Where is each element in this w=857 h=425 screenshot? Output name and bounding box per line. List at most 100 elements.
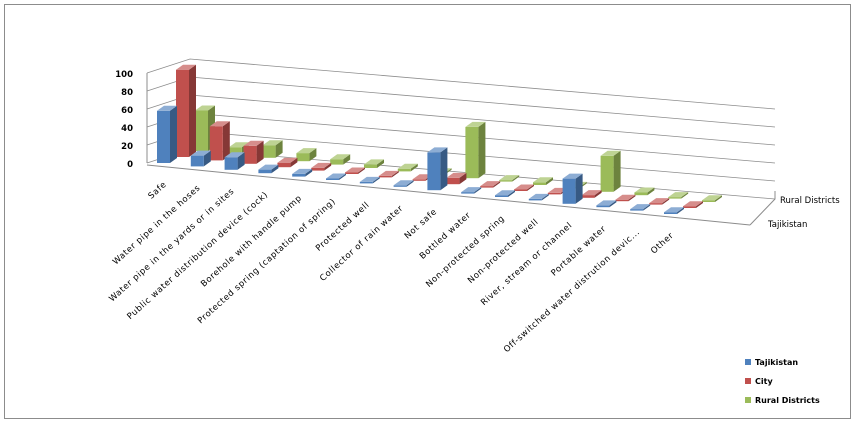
bar-side — [541, 193, 549, 201]
bar-top — [581, 190, 602, 196]
bar-side — [493, 181, 501, 188]
bar-top — [495, 190, 515, 196]
bar-tajikistan — [630, 204, 651, 211]
bar-top — [243, 140, 264, 146]
bar-tajikistan — [664, 207, 684, 214]
depth-label: Rural Districts — [780, 196, 840, 206]
bar-top — [634, 187, 655, 193]
bar-top — [562, 173, 583, 179]
bar-top — [465, 121, 486, 127]
bar-side — [324, 162, 332, 171]
bar-side — [203, 150, 211, 167]
bar-front — [224, 157, 238, 170]
bar-side — [237, 152, 245, 170]
bar-top — [480, 181, 501, 187]
bar-front — [393, 185, 407, 187]
bar-top — [345, 167, 365, 173]
bar-side — [696, 201, 703, 208]
bar-front — [311, 167, 325, 171]
bar-side — [406, 180, 414, 187]
bar-top — [224, 152, 245, 158]
bar-tajikistan — [224, 152, 245, 170]
category-label: Off-switched water distrution devic... — [502, 227, 642, 355]
bar-top — [649, 198, 670, 204]
bar-top — [615, 194, 636, 200]
bar-front — [345, 172, 358, 174]
bar-front — [330, 159, 344, 165]
bar-top — [157, 105, 177, 111]
bar-side — [681, 192, 689, 199]
bar-front — [562, 178, 576, 204]
bar-city — [615, 194, 636, 202]
bar-top — [533, 177, 553, 183]
bar-top — [427, 147, 448, 153]
bar-rural-districts — [364, 159, 384, 168]
bar-front — [209, 126, 223, 161]
bar-side — [459, 172, 467, 185]
bar-top — [195, 105, 215, 111]
bar-side — [189, 64, 196, 157]
bar-top — [378, 170, 399, 176]
bar-top — [528, 193, 549, 199]
category-label: Other — [649, 231, 676, 257]
y-tick-label: 0 — [127, 160, 133, 170]
bar-side — [613, 150, 621, 192]
bar-front — [427, 152, 441, 191]
bar-top — [311, 162, 332, 168]
bar-front — [596, 205, 610, 208]
bar-tajikistan — [258, 164, 279, 174]
bar-city — [176, 64, 196, 157]
bar-rural-districts — [397, 163, 418, 172]
bar-city — [480, 181, 501, 188]
legend-label: City — [755, 377, 773, 386]
bar-front — [547, 192, 561, 195]
bar-side — [372, 176, 380, 184]
bar-rural-districts — [702, 195, 722, 202]
y-tick-label: 80 — [121, 88, 133, 98]
bar-front — [359, 181, 373, 184]
bar-front — [292, 173, 306, 177]
bar-top — [296, 148, 317, 154]
bar-city — [446, 172, 467, 185]
bar-front — [480, 186, 494, 188]
bar-top — [514, 184, 534, 190]
bar-rural-districts — [499, 175, 520, 182]
bar-side — [575, 173, 583, 204]
y-tick-label: 40 — [121, 124, 133, 134]
bar-front — [528, 198, 542, 201]
bar-side — [647, 187, 655, 196]
bar-front — [634, 192, 648, 196]
category-label: Not safe — [403, 207, 440, 241]
bar-tajikistan — [393, 180, 414, 187]
bar-rural-districts — [330, 154, 351, 165]
bar-tajikistan — [190, 150, 211, 167]
bar-side — [339, 173, 346, 180]
bar-side — [440, 147, 448, 191]
category-label: Safe — [147, 180, 169, 202]
legend-swatch — [745, 359, 751, 365]
bar-top — [258, 164, 279, 170]
bar-top — [359, 176, 380, 182]
bar-front — [326, 178, 339, 180]
bar-city — [378, 170, 399, 178]
bar-side — [643, 204, 651, 211]
bar-front — [243, 145, 257, 164]
bar-top — [664, 207, 684, 213]
bar-front — [668, 197, 682, 199]
bar-tajikistan — [461, 187, 482, 194]
bar-front — [277, 162, 291, 168]
bar-side — [343, 154, 351, 165]
bar-front — [262, 145, 276, 158]
bar-tajikistan — [326, 173, 346, 180]
bar-side — [309, 148, 317, 162]
bar-front — [364, 164, 377, 168]
bar-side — [662, 198, 670, 205]
bar-top — [330, 154, 351, 160]
category-label: Public water distribution device (cock) — [125, 190, 270, 322]
bar-front — [533, 182, 546, 185]
bar-rural-districts — [296, 148, 317, 162]
bar-front — [190, 155, 204, 167]
bar-front — [615, 199, 629, 202]
bar-top — [668, 192, 689, 198]
